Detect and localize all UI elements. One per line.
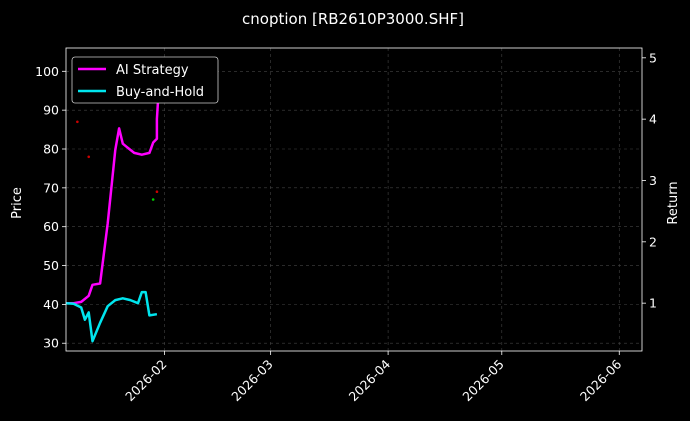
legend-box: [71, 56, 219, 104]
y-axis-right-label: Return: [666, 181, 681, 224]
y-left-tick-label: 50: [43, 258, 59, 273]
plot-frame: [65, 47, 643, 352]
y-right-tick-label: 2: [649, 234, 657, 249]
y-left-tick-label: 90: [43, 103, 59, 118]
legend-label-buy-and-hold: Buy-and-Hold: [116, 85, 204, 100]
series-layer: [65, 57, 162, 343]
chart-title: cnoption [RB2610P3000.SHF]: [242, 10, 464, 28]
sell-marker: [76, 120, 79, 124]
y-left-tick-label: 40: [43, 297, 59, 312]
legend-label-ai-strategy: AI Strategy: [116, 63, 189, 78]
y-right-tick-label: 4: [649, 112, 657, 127]
sell-marker: [87, 155, 91, 159]
legend: AI Strategy Buy-and-Hold: [71, 56, 219, 104]
buy-marker: [151, 198, 155, 201]
trade-markers: [76, 120, 159, 201]
y-left-tick-label: 80: [43, 142, 59, 157]
y-left-tick-label: 30: [43, 336, 59, 351]
y-right-tick-label: 1: [649, 296, 657, 311]
y-right-tick-label: 5: [649, 50, 657, 65]
y-axis-left-label: Price: [10, 187, 25, 219]
series-line-ai-strategy: [66, 57, 162, 305]
y-left-tick-label: 60: [43, 219, 59, 234]
y-left-tick-label: 70: [43, 180, 59, 195]
series-line-buy-and-hold: [65, 290, 158, 343]
sell-marker: [155, 190, 159, 194]
y-right-tick-label: 3: [649, 173, 657, 188]
y-left-tick-label: 100: [35, 64, 59, 79]
